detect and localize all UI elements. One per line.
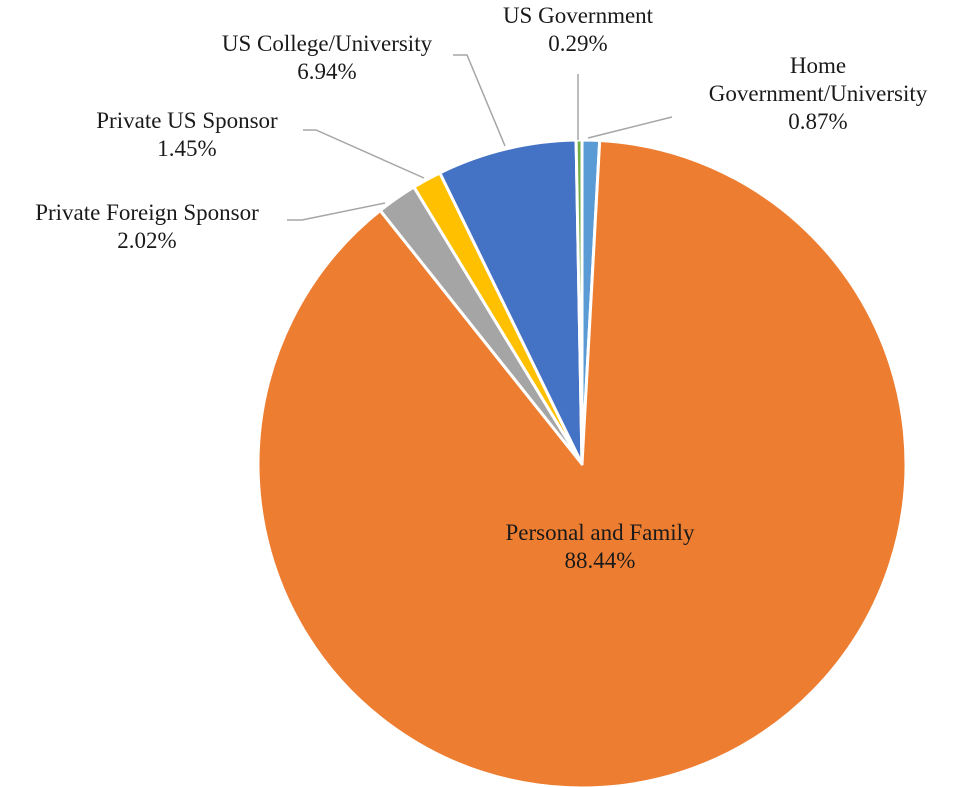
leader-line-private-foreign-sponsor	[287, 202, 386, 221]
slice-category-label: Private US Sponsor	[96, 108, 278, 133]
slice-category-label: Home	[790, 53, 846, 78]
slice-label-private-us-sponsor: Private US Sponsor 1.45%	[96, 108, 278, 161]
slice-category-label: US Government	[503, 3, 654, 28]
pie-slice-us-government	[574, 138, 584, 466]
slice-label-home-government-university: Home Government/University 0.87%	[709, 53, 928, 134]
slice-category-label: Personal and Family	[505, 520, 695, 545]
leader-line-home-government-university	[587, 116, 673, 139]
slice-labels: Home Government/University 0.87% Personal a…	[35, 3, 928, 573]
slice-value-label: 0.87%	[788, 109, 847, 134]
slice-value-label: 0.29%	[548, 31, 607, 56]
leader-line-private-us-sponsor	[303, 129, 425, 179]
pie-slice-us-college-university	[438, 138, 584, 466]
slice-value-label: 2.02%	[117, 228, 176, 253]
pie-slices	[256, 138, 908, 787]
slice-label-us-government: US Government 0.29%	[503, 3, 654, 56]
slice-category-label: Government/University	[709, 81, 928, 106]
leader-lines	[287, 54, 673, 221]
leader-line-us-college-university	[453, 54, 506, 147]
slice-label-personal-and-family: Personal and Family 88.44%	[505, 520, 695, 573]
slice-category-label: Private Foreign Sponsor	[35, 200, 259, 225]
slice-category-label: US College/University	[222, 31, 433, 56]
slice-label-us-college-university: US College/University 6.94%	[222, 31, 433, 84]
slice-value-label: 1.45%	[157, 136, 216, 161]
slice-label-private-foreign-sponsor: Private Foreign Sponsor 2.02%	[35, 200, 259, 253]
slice-value-label: 88.44%	[565, 548, 636, 573]
slice-value-label: 6.94%	[297, 59, 356, 84]
